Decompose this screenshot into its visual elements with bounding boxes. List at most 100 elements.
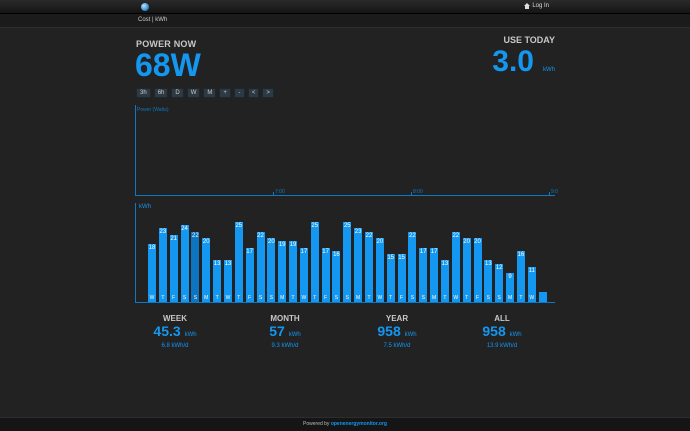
bar-day-label: M (204, 295, 209, 301)
bar[interactable]: 25 T (234, 222, 243, 302)
bar[interactable]: 24 S (180, 225, 189, 302)
stat-value-row: 958 kWh (462, 323, 542, 343)
range-week-button[interactable]: W (186, 88, 201, 98)
stat-label: WEEK (163, 314, 187, 323)
bar-value-label: 23 (354, 229, 362, 236)
bar-day-label: S (345, 295, 349, 301)
bar[interactable]: 19 T (289, 241, 298, 302)
bar[interactable]: 15 F (397, 254, 406, 302)
login-button[interactable]: Log In (524, 3, 549, 9)
footer-link[interactable]: openenergymonitor.org (330, 421, 387, 427)
x-tick (549, 192, 550, 196)
bar[interactable] (538, 292, 547, 302)
range-month-button[interactable]: M (203, 88, 217, 98)
range-day-button[interactable]: D (171, 88, 184, 98)
bar[interactable]: 13 W (223, 260, 232, 302)
bar[interactable]: 25 S (343, 222, 352, 302)
bar[interactable]: 13 S (484, 260, 493, 302)
bar[interactable]: 21 F (169, 234, 178, 302)
top-bar: Log In (0, 0, 690, 14)
stat-unit: kWh (404, 332, 417, 338)
stat-value: 958 (377, 323, 401, 339)
bar-value-label: 11 (528, 267, 535, 274)
range-6h-button[interactable]: 6h (153, 88, 169, 98)
bar-value-label: 13 (213, 261, 221, 268)
bar[interactable]: 16 S (332, 250, 341, 302)
bar[interactable]: 22 S (256, 231, 265, 302)
zoom-in-button[interactable]: + (219, 88, 231, 98)
bar-day-label: T (313, 295, 317, 301)
bar-value-label: 17 (419, 248, 427, 255)
bar[interactable]: 23 M (354, 228, 363, 302)
bar[interactable]: 25 T (310, 222, 319, 302)
time-range-buttons: 3h 6h D W M + - < > (136, 88, 274, 98)
bar-day-label: S (269, 295, 274, 301)
bar-day-label: S (258, 295, 263, 301)
bar-value-label: 13 (441, 261, 449, 268)
x-tick (273, 192, 274, 196)
bar[interactable]: 23 T (158, 228, 167, 302)
bar-value-label: 20 (463, 239, 470, 245)
bar[interactable]: 20 M (202, 238, 211, 302)
bar[interactable]: 17 M (430, 247, 439, 302)
bar-day-label: T (161, 295, 165, 301)
bar-day-label: M (432, 295, 437, 301)
bar-day-label: M (280, 295, 285, 301)
stat-value-row: 45.3 kWh (135, 323, 215, 343)
daily-kwh-bar-chart[interactable]: kWh 18 W 23 T 21 F 24 S 22 S 20 M 13 T 13 W 25 T 17 F 22 S 20 S… (135, 203, 555, 303)
bar[interactable]: 22 T (365, 231, 373, 302)
x-tick-label: 7:00 (275, 189, 285, 195)
bar-day-label: S (486, 295, 491, 301)
bar[interactable]: 20 T (462, 238, 471, 302)
bar-value-label: 15 (387, 255, 395, 261)
bar-day-label: F (400, 295, 404, 301)
logo-icon[interactable] (141, 3, 149, 11)
bar[interactable]: 22 W (451, 231, 460, 302)
bar[interactable]: 20 S (267, 238, 276, 302)
bar[interactable]: 18 W (148, 244, 156, 302)
home-icon (524, 3, 531, 9)
bar-value-label: 22 (365, 232, 373, 239)
cost-kwh-toggle[interactable]: Cost | kWh (138, 17, 168, 23)
stat-month: MONTH 57 kWh 9.3 kWh/d (245, 314, 325, 349)
bar[interactable]: 17 F (321, 247, 330, 302)
bar[interactable]: 13 T (440, 260, 449, 302)
power-axis-label: Power (Watts) (137, 107, 169, 113)
bar-day-label: W (301, 295, 307, 301)
use-today-title: USE TODAY (503, 35, 555, 45)
bar[interactable]: 16 T (516, 250, 525, 302)
bar-day-label: S (182, 295, 187, 301)
bar[interactable]: 11 W (527, 266, 536, 302)
pan-right-button[interactable]: > (262, 88, 274, 98)
stat-label: YEAR (385, 314, 409, 323)
bar[interactable]: 15 T (386, 254, 395, 302)
pan-left-button[interactable]: < (247, 88, 260, 98)
bar-value-label: 22 (409, 232, 416, 239)
power-chart[interactable]: Power (Watts) 7:00 8:00 9:0 (135, 105, 558, 196)
bar[interactable]: 20 F (473, 238, 482, 302)
bar[interactable]: 19 M (278, 241, 287, 302)
bar-value-label: 20 (474, 239, 481, 245)
bar-value-label: 12 (495, 264, 503, 271)
bar[interactable]: 13 T (213, 260, 222, 302)
bar-value-label: 22 (192, 232, 199, 239)
bar-value-label: 20 (268, 239, 275, 245)
stat-per-day: 13.9 kWh/d (486, 343, 518, 349)
stat-value: 958 (482, 323, 506, 339)
range-3h-button[interactable]: 3h (136, 88, 151, 98)
bar[interactable]: 22 S (408, 231, 417, 302)
zoom-out-button[interactable]: - (233, 88, 245, 98)
bar[interactable]: 17 S (419, 247, 428, 302)
bar[interactable]: 17 F (245, 247, 254, 302)
stat-unit: kWh (509, 332, 522, 338)
bar-day-label: T (465, 295, 469, 301)
bar[interactable]: 12 S (495, 263, 504, 302)
bar-day-label: F (475, 295, 480, 301)
bar[interactable]: 20 W (375, 238, 384, 302)
bar[interactable]: 17 W (299, 247, 308, 302)
bar[interactable]: 22 S (191, 231, 200, 302)
bar-day-label: S (334, 295, 339, 301)
bar-value-label: 19 (289, 242, 297, 249)
bar-value-label: 25 (311, 223, 319, 229)
